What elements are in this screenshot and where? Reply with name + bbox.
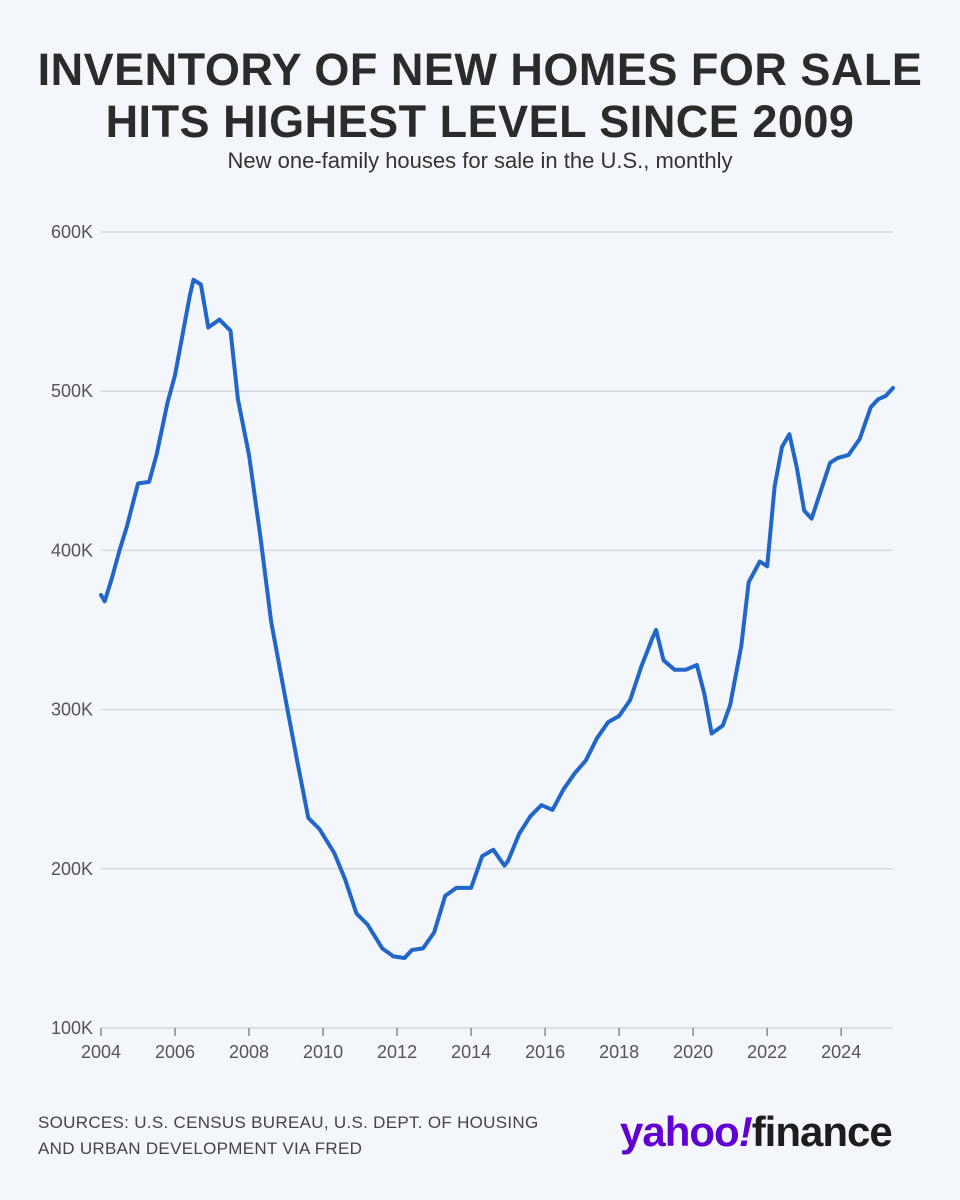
x-tick-label: 2012 bbox=[377, 1042, 417, 1062]
x-tick-label: 2004 bbox=[81, 1042, 121, 1062]
logo-brand: yahoo bbox=[620, 1108, 740, 1155]
x-tick-label: 2020 bbox=[673, 1042, 713, 1062]
x-tick-label: 2022 bbox=[747, 1042, 787, 1062]
chart-title-line1: INVENTORY OF NEW HOMES FOR SALE bbox=[37, 44, 923, 95]
x-tick-label: 2006 bbox=[155, 1042, 195, 1062]
logo-finance: finance bbox=[751, 1108, 893, 1155]
series-layer bbox=[99, 277, 895, 960]
y-tick-label: 600K bbox=[51, 222, 93, 242]
chart-title: INVENTORY OF NEW HOMES FOR SALE HITS HIG… bbox=[0, 44, 960, 148]
y-tick-label: 500K bbox=[51, 381, 93, 401]
chart-subtitle: New one-family houses for sale in the U.… bbox=[227, 148, 733, 173]
y-tick-label: 200K bbox=[51, 859, 93, 879]
sources-line2: AND URBAN DEVELOPMENT VIA FRED bbox=[38, 1139, 363, 1158]
chart-title-line2: HITS HIGHEST LEVEL SINCE 2009 bbox=[105, 96, 855, 147]
y-tick-label: 400K bbox=[51, 540, 93, 560]
x-tick-label: 2018 bbox=[599, 1042, 639, 1062]
series-line bbox=[99, 277, 895, 960]
sources-line1: SOURCES: U.S. CENSUS BUREAU, U.S. DEPT. … bbox=[38, 1113, 539, 1132]
x-tick-label: 2024 bbox=[821, 1042, 861, 1062]
x-axis-ticks: 2004 2006 2008 2010 2012 2014 2016 2018 2020 2022… bbox=[81, 1028, 861, 1062]
x-tick-label: 2014 bbox=[451, 1042, 491, 1062]
yahoo-finance-logo: yahoo!finance bbox=[620, 1108, 893, 1156]
grid-lines bbox=[101, 231, 893, 1029]
x-tick-label: 2016 bbox=[525, 1042, 565, 1062]
line-chart: 100K 200K 300K 400K 500K 600K 2004 2006 2008 201… bbox=[51, 222, 895, 1062]
logo-bang: ! bbox=[738, 1108, 753, 1155]
y-tick-label: 100K bbox=[51, 1018, 93, 1038]
y-tick-label: 300K bbox=[51, 700, 93, 720]
x-tick-label: 2008 bbox=[229, 1042, 269, 1062]
sources-note: SOURCES: U.S. CENSUS BUREAU, U.S. DEPT. … bbox=[38, 1110, 598, 1162]
y-axis-ticks: 100K 200K 300K 400K 500K 600K bbox=[51, 222, 93, 1038]
x-tick-label: 2010 bbox=[303, 1042, 343, 1062]
